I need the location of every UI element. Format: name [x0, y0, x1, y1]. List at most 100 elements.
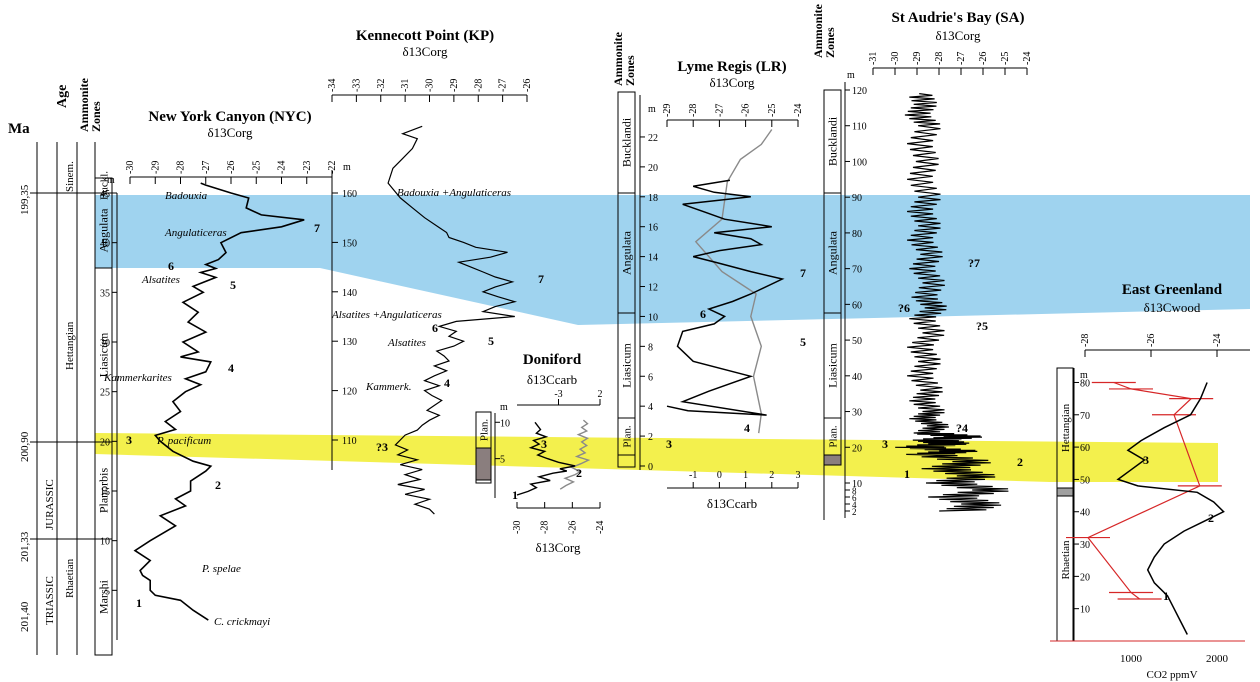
nyc-zone-label: Buckl. — [99, 171, 111, 200]
lr-top-tick-label: -24 — [793, 104, 804, 117]
nyc-zone-label: Angulata — [97, 208, 111, 253]
sa-marker: 2 — [1017, 455, 1023, 469]
lr-axis-label-bottom: δ13Ccarb — [707, 496, 757, 511]
kp-depth-tick-label: 140 — [342, 288, 357, 299]
sa-top-tick-label: -26 — [978, 52, 989, 65]
lr-bottom-tick-label: 0 — [717, 470, 722, 481]
sa-zone-label: Plan. — [828, 425, 840, 448]
sa-marker: 1 — [904, 467, 910, 481]
kp-depth-tick-label: 110 — [342, 436, 357, 447]
kp-top-tick-label: -34 — [327, 79, 338, 92]
sa-depth-tick-label: 120 — [852, 86, 867, 97]
sa-top-tick-label: -29 — [912, 52, 923, 65]
eg-depth-tick-label: 40 — [1080, 508, 1090, 519]
nyc-title: New York Canyon (NYC) — [148, 109, 311, 125]
nyc-zone-label: Planorbis — [97, 468, 111, 514]
sa-depth-tick-label: 2 — [852, 507, 857, 517]
section-lyme-regis: Lyme Regis (LR)δ13Corg -29 -28 -27 -26 -25 -24… — [611, 31, 806, 511]
kp-fossil-label: Kammerk. — [365, 381, 412, 393]
doniford-top-tick-label: 2 — [598, 389, 603, 400]
age-value-1: 199,35 — [19, 184, 31, 215]
kp-top-tick-label: -33 — [351, 79, 362, 92]
eg-co2-axis-label: CO2 ppmV — [1146, 669, 1197, 681]
lr-bottom-tick-label: -1 — [689, 470, 697, 481]
lr-depth-tick-label: 10 — [648, 312, 658, 323]
nyc-depth-tick-label: 5 — [105, 586, 110, 597]
eg-stage-rhaetian: Rhaetian — [1060, 540, 1072, 580]
doniford-bottom-tick-label: -26 — [567, 521, 578, 534]
nyc-depth-tick-label: 30 — [100, 338, 110, 349]
sa-depth-tick-label: 10 — [852, 479, 862, 490]
lr-marker: 7 — [800, 266, 806, 280]
lr-title: Lyme Regis (LR) — [677, 59, 786, 75]
nyc-top-tick-label: -22 — [327, 161, 338, 174]
sa-depth-tick-label: 60 — [852, 300, 862, 311]
lr-zone-label: Plan. — [622, 425, 634, 448]
age-value-3: 201,33 — [19, 531, 31, 562]
sa-rhaetian-block — [823, 454, 842, 466]
nyc-depth-tick-label: 40 — [100, 239, 110, 250]
sa-zone-label: Liasicum — [826, 343, 840, 388]
doniford-marker: 1 — [512, 488, 518, 502]
kp-marker: 4 — [444, 376, 450, 390]
eg-top-tick-label: -28 — [1080, 334, 1091, 347]
eg-top-tick-label: -24 — [1212, 334, 1223, 347]
eg-title: East Greenland — [1122, 282, 1223, 298]
nyc-fossil-label: Angulaticeras — [164, 227, 227, 239]
doniford-bottom-tick-label: -30 — [512, 521, 523, 534]
zones-header-line-2: Zones — [823, 27, 837, 58]
zones-header-line-1: Ammonite — [77, 77, 91, 132]
kp-top-tick-label: -28 — [473, 79, 484, 92]
kp-depth-tick-label: 120 — [342, 387, 357, 398]
lr-unit: m — [648, 104, 656, 115]
doniford-base-box — [475, 479, 492, 484]
kp-d13corg-curve — [387, 125, 518, 515]
nyc-top-tick-label: -25 — [251, 161, 262, 174]
eg-gray-band — [1056, 487, 1074, 497]
nyc-top-tick-label: -28 — [176, 161, 187, 174]
lr-marker: 6 — [700, 307, 706, 321]
section-doniford: Doniford δ13Ccarb -3 2 -30 -28 -26 -24 δ13Corg 5 1… — [475, 352, 606, 555]
lr-top-tick-label: -29 — [662, 104, 673, 117]
eg-depth-tick-label: 20 — [1080, 572, 1090, 583]
section-east-greenland: East Greenland δ13Cwood -28 -26 -24 10 20 30 40 5… — [1050, 282, 1250, 681]
kp-top-tick-label: -30 — [425, 79, 436, 92]
sa-zone-label: Bucklandi — [826, 116, 840, 166]
lr-depth-tick-label: 22 — [648, 133, 658, 144]
sa-d13corg-curve — [895, 93, 1009, 512]
nyc-top-tick-label: -23 — [302, 161, 313, 174]
lr-zone-label: Liasicum — [620, 343, 634, 388]
eg-unit: m — [1080, 370, 1088, 381]
correlation-bands — [95, 195, 1250, 482]
nyc-depth-tick-label: 10 — [100, 537, 110, 548]
kp-top-tick-label: -32 — [376, 79, 387, 92]
sa-depth-tick-label: 4 — [852, 500, 857, 510]
age-value-2: 200,90 — [19, 431, 31, 462]
lr-depth-tick-label: 8 — [648, 342, 653, 353]
eg-marker: 2 — [1208, 511, 1214, 525]
doniford-top-tick-label: -3 — [554, 389, 562, 400]
nyc-marker: 5 — [230, 278, 236, 292]
kp-fossil-label: Badouxia +Angulaticeras — [397, 187, 511, 199]
kp-depth-tick-label: 150 — [342, 238, 357, 249]
lr-d13corg-curve — [666, 179, 785, 416]
sa-depth-tick-label: 70 — [852, 265, 862, 276]
kp-fossil-label: Alsatites — [387, 337, 426, 349]
nyc-zone-box — [94, 538, 113, 656]
eg-co2-tick-label: 2000 — [1206, 653, 1229, 665]
nyc-axis-label: δ13Corg — [208, 125, 253, 140]
lr-bottom-tick-label: 2 — [769, 470, 774, 481]
sa-top-tick-label: -31 — [868, 52, 879, 65]
lr-marker: 4 — [744, 421, 750, 435]
lr-zone-label: Bucklandi — [620, 117, 634, 167]
nyc-top-tick-label: -26 — [226, 161, 237, 174]
age-column: Ma 199,35 200,90 201,33 201,40 Age JURAS… — [8, 77, 103, 655]
eg-depth-tick-label: 70 — [1080, 411, 1090, 422]
lr-depth-tick-label: 14 — [648, 253, 658, 264]
lr-depth-tick-label: 4 — [648, 402, 653, 413]
eg-stage-hettangian: Hettangian — [1060, 403, 1072, 452]
kp-depth-tick-label: 160 — [342, 189, 357, 200]
eg-depth-tick-label: 80 — [1080, 378, 1090, 389]
eg-depth-tick-label: 50 — [1080, 475, 1090, 486]
nyc-marker: 7 — [314, 221, 320, 235]
